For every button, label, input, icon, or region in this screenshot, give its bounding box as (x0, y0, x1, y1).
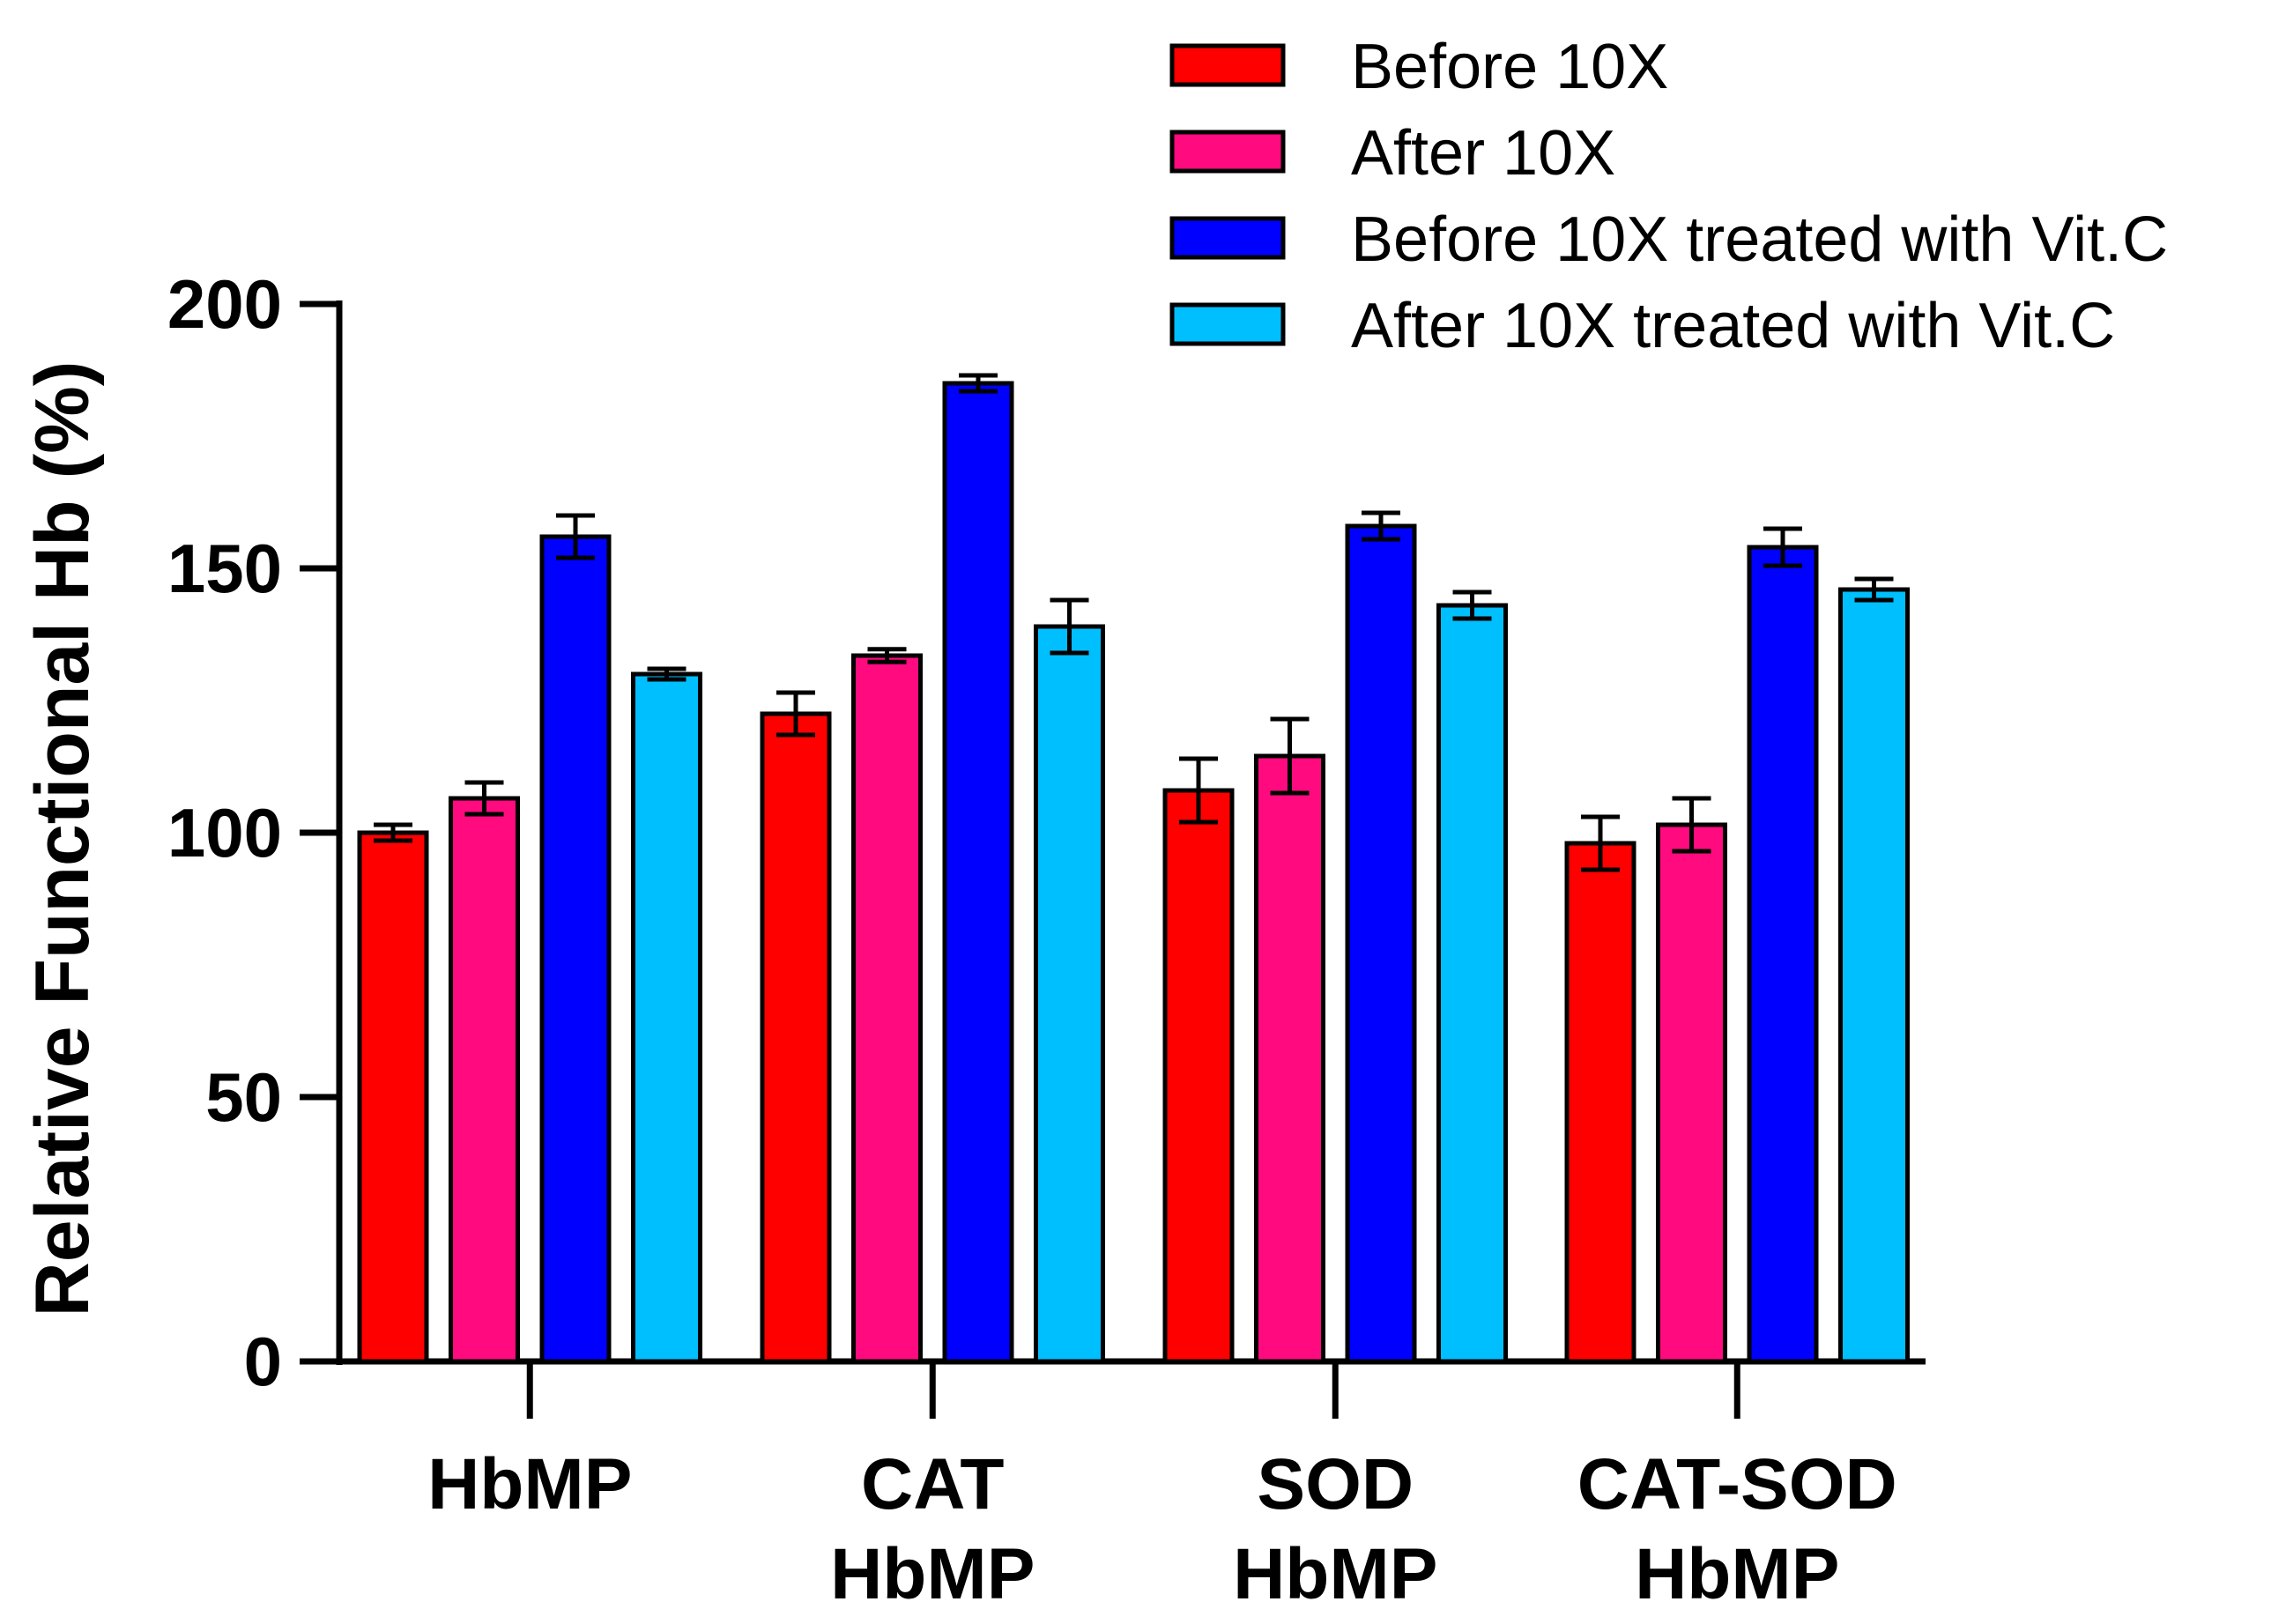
x-category-label: CAT-SOD (1577, 1444, 1897, 1524)
x-category-label: HbMP (1635, 1534, 1839, 1614)
x-category-label: CAT (861, 1444, 1004, 1524)
bar (1345, 523, 1417, 1364)
y-tick-label: 150 (167, 530, 282, 607)
bars (357, 373, 1910, 1364)
y-tick-label: 200 (167, 265, 282, 343)
bar (631, 671, 702, 1364)
legend-label: After 10X (1351, 118, 1615, 189)
bar (449, 796, 520, 1364)
bar (1254, 753, 1325, 1364)
bar (1162, 788, 1235, 1364)
legend-swatch (1169, 302, 1286, 346)
y-axis-label: Relative Functional Hb (%) (20, 361, 105, 1317)
x-category-label: HbMP (1233, 1534, 1437, 1614)
legend-label: Before 10X (1351, 32, 1668, 102)
legend-label: Before 10X treated with Vit.C (1351, 204, 2168, 275)
y-tick-label: 50 (205, 1058, 282, 1136)
axes: 0 50 100 150 200 HbMP CAT HbMP SOD HbMP CAT-SOD HbM… (167, 265, 1926, 1614)
legend-swatch (1169, 43, 1286, 87)
bar (1436, 603, 1508, 1364)
x-category-label: HbMP (427, 1444, 632, 1524)
legend-swatch (1169, 130, 1286, 174)
y-tick-label: 100 (167, 794, 282, 871)
legend-swatch (1169, 216, 1286, 260)
bar (357, 830, 429, 1364)
bar (942, 381, 1014, 1364)
x-category-label: HbMP (830, 1534, 1035, 1614)
bar (760, 711, 832, 1364)
bar (1747, 545, 1819, 1364)
x-category-label: SOD (1257, 1444, 1414, 1524)
bar (539, 534, 612, 1364)
legend-label: After 10X treated with Vit.C (1351, 291, 2115, 361)
y-tick-label: 0 (244, 1323, 282, 1400)
bar (1564, 841, 1636, 1364)
bar (851, 653, 923, 1364)
bar (1656, 822, 1727, 1364)
legend: Before 10X After 10X Before 10X treated wi… (1169, 32, 2168, 361)
bar (1838, 587, 1910, 1364)
bar (1034, 624, 1105, 1364)
